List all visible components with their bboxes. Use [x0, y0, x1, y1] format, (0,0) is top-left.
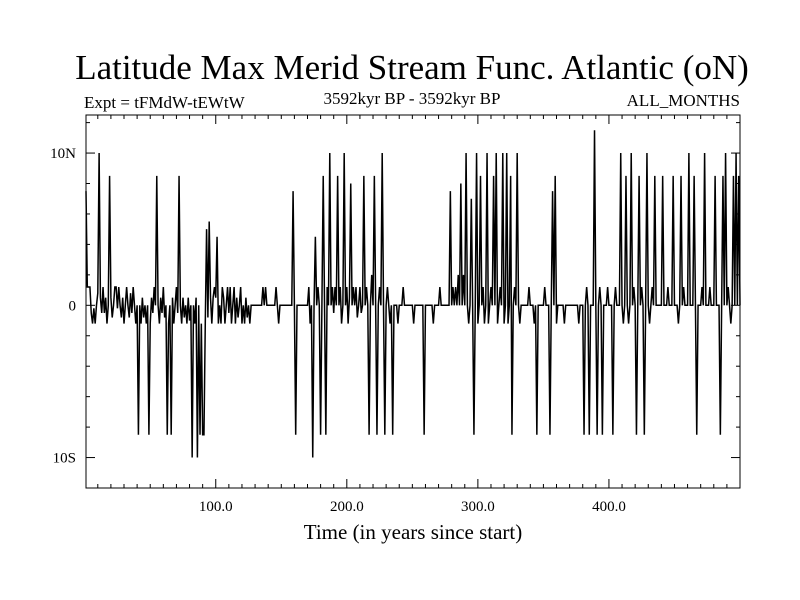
x-tick-label: 100.0	[199, 499, 233, 515]
chart-title: Latitude Max Merid Stream Func. Atlantic…	[75, 48, 749, 87]
x-tick-label: 400.0	[592, 499, 626, 515]
x-tick-label: 300.0	[461, 499, 495, 515]
experiment-label: Expt = tFMdW-tEWtW	[84, 93, 246, 112]
y-tick-label: 10S	[53, 451, 76, 467]
x-axis: 100.0 200.0 300.0 400.0	[97, 115, 728, 515]
period-label: 3592kyr BP - 3592kyr BP	[324, 89, 501, 108]
series-layer	[85, 130, 741, 458]
plot-frame	[85, 114, 741, 489]
months-label: ALL_MONTHS	[627, 91, 740, 110]
y-tick-label: 0	[69, 298, 77, 314]
x-tick-label: 200.0	[330, 499, 364, 515]
series-line-0	[85, 130, 741, 458]
y-axis: 10N 0 10S	[50, 122, 740, 489]
y-tick-label: 10N	[50, 146, 76, 162]
x-axis-label: Time (in years since start)	[304, 520, 523, 544]
